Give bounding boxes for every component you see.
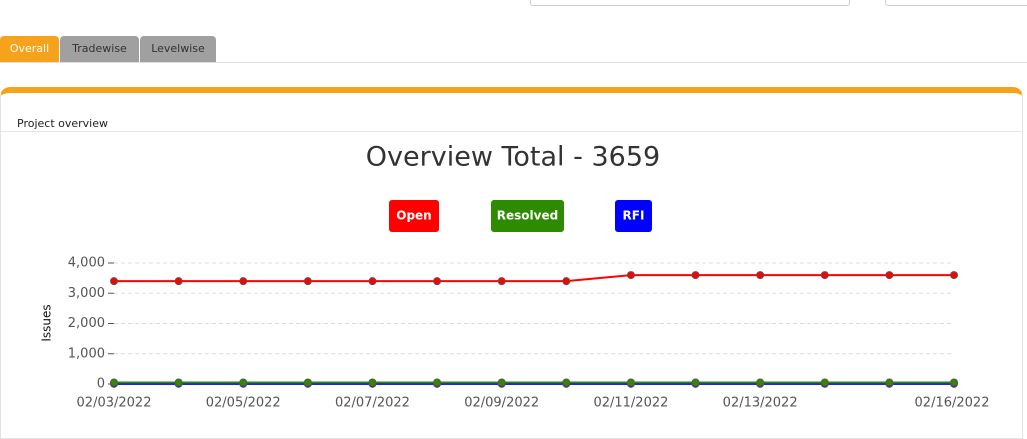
legend-item[interactable]: Resolved — [491, 200, 564, 232]
y-tick-label: 4,000 — [68, 256, 105, 271]
point — [497, 378, 506, 387]
point — [562, 378, 571, 387]
point — [950, 271, 958, 280]
legend-item[interactable]: Open — [389, 200, 439, 232]
point — [756, 271, 765, 280]
point — [885, 378, 894, 387]
point — [239, 277, 248, 286]
x-tick-label: 02/07/2022 — [335, 396, 410, 411]
y-tick-label: 0 — [97, 377, 105, 392]
x-tick-label: 02/09/2022 — [464, 396, 539, 411]
input[interactable] — [530, 0, 850, 6]
point — [368, 378, 377, 387]
point — [239, 378, 248, 387]
point — [368, 277, 377, 286]
point — [562, 277, 571, 286]
legend-label: Open — [396, 209, 431, 223]
point — [756, 378, 765, 387]
point — [691, 271, 700, 280]
chart: Overview Total - 3659 Issues Open Resolve… — [40, 142, 990, 411]
point — [497, 277, 506, 286]
y-tick-label: 1,000 — [68, 346, 105, 361]
x-tick-label: 02/03/2022 — [77, 396, 152, 411]
input[interactable] — [885, 0, 1027, 6]
legend-item[interactable]: RFI — [615, 200, 652, 232]
point — [110, 277, 118, 286]
legend-label: Resolved — [497, 209, 558, 223]
point — [626, 271, 635, 280]
series-line — [114, 274, 954, 283]
point — [174, 378, 183, 387]
divider — [0, 62, 1027, 63]
point — [691, 378, 700, 387]
x-tick-label: 02/05/2022 — [206, 396, 281, 411]
point — [303, 277, 312, 286]
point — [820, 378, 829, 387]
point — [820, 271, 829, 280]
x-tick-label: 02/16/2022 — [915, 396, 990, 411]
tab[interactable]: Levelwise — [140, 36, 216, 62]
x-tick-label: 02/13/2022 — [723, 396, 798, 411]
x-tick-label: 02/11/2022 — [593, 396, 668, 411]
point — [174, 277, 183, 286]
panel-title: Project overview — [17, 117, 108, 130]
chart-title: Overview Total - 3659 — [366, 142, 660, 173]
point — [950, 378, 958, 387]
legend-button — [389, 200, 439, 232]
point — [626, 378, 635, 387]
tab[interactable]: Overall — [0, 36, 59, 62]
legend-button — [615, 200, 652, 232]
y-axis-label: Issues — [40, 304, 54, 341]
y-tick-label: 2,000 — [68, 316, 105, 331]
tab[interactable]: Tradewise — [60, 36, 139, 62]
divider — [1, 131, 1022, 132]
legend-button — [491, 200, 564, 232]
y-tick-label: 3,000 — [68, 286, 105, 301]
point — [110, 378, 118, 387]
legend-label: RFI — [623, 209, 645, 223]
point — [303, 378, 312, 387]
point — [433, 378, 442, 387]
point — [433, 277, 442, 286]
point — [885, 271, 894, 280]
